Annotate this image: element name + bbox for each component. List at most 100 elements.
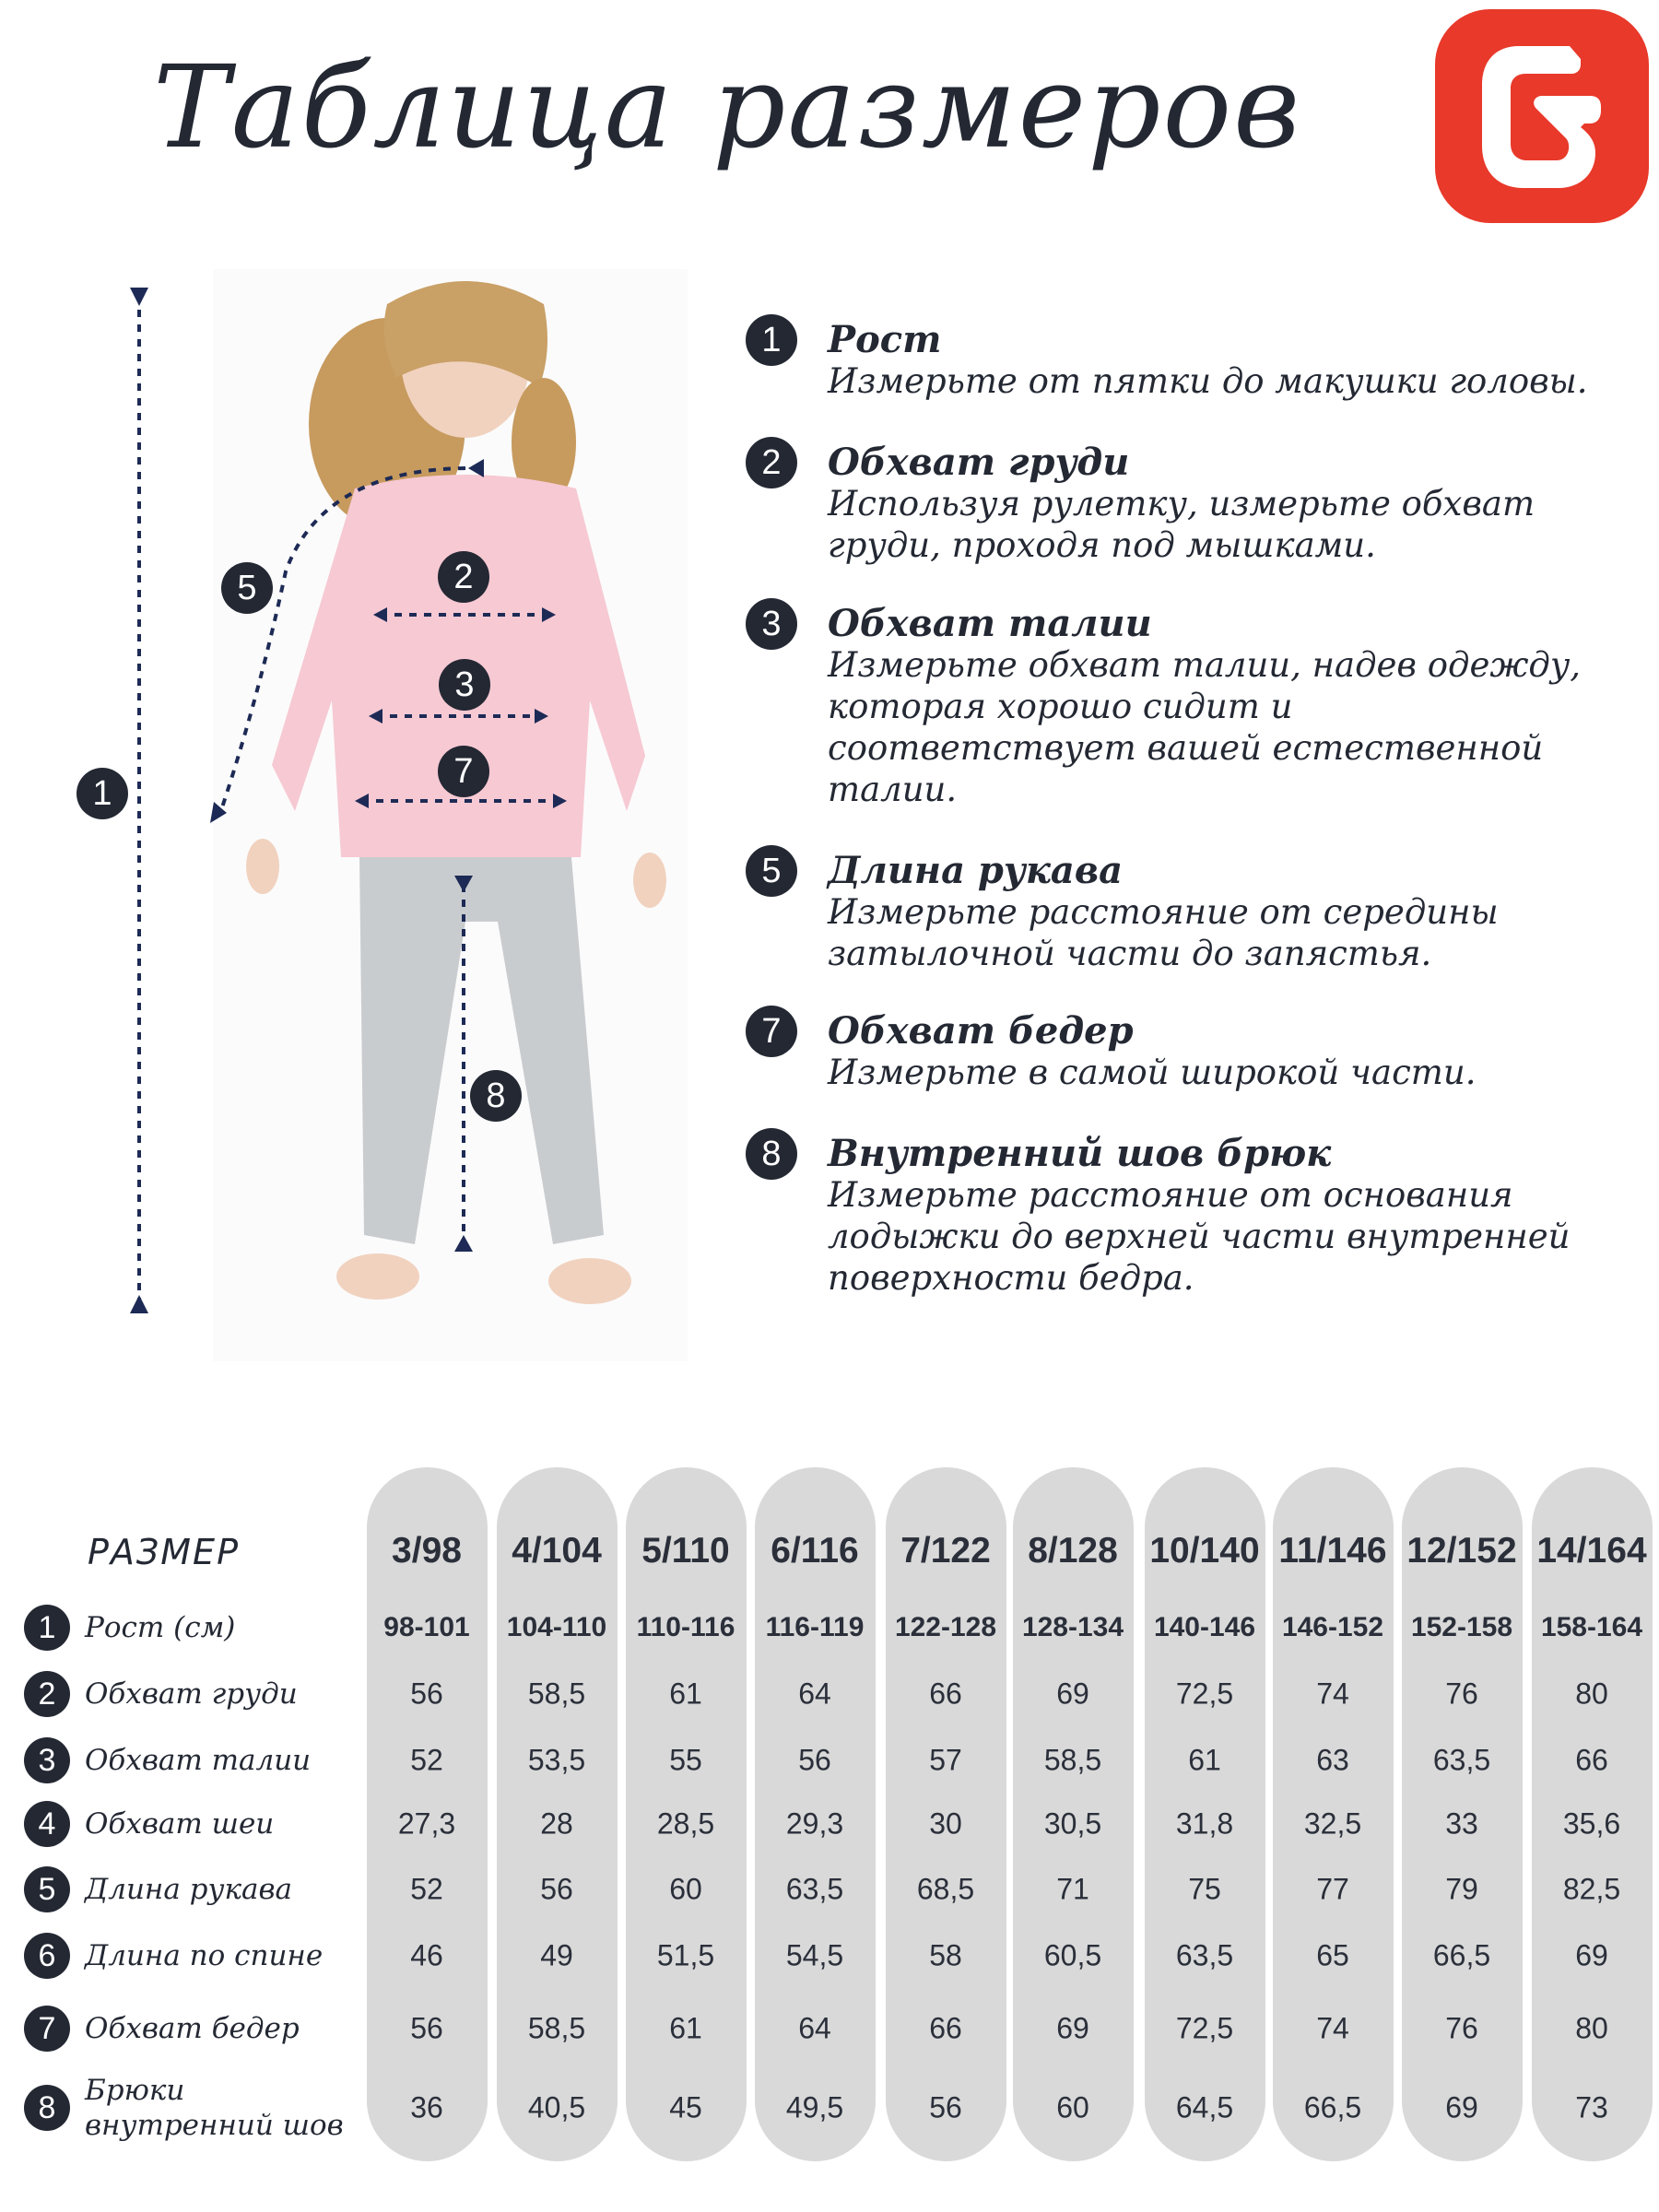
- table-cell: 66: [929, 2011, 962, 2045]
- size-header: 10/140: [1149, 1531, 1260, 1571]
- table-cell: 40,5: [527, 2090, 586, 2124]
- table-cell: 63,5: [1175, 1938, 1234, 1972]
- table-cell: 72,5: [1175, 1677, 1234, 1711]
- marker-1: 1: [76, 768, 128, 819]
- table-cell: 52: [410, 1872, 443, 1906]
- row-label: Обхват талии: [85, 1743, 311, 1778]
- instruction-text: которая хорошо сидит и: [828, 687, 1293, 726]
- size-header: 14/164: [1536, 1531, 1647, 1571]
- row-label: Обхват бедер: [85, 2011, 300, 2046]
- table-cell: 66: [1575, 1743, 1608, 1777]
- size-header: 8/128: [1028, 1531, 1118, 1571]
- instruction-title: Обхват груди: [828, 441, 1130, 484]
- instruction-title: Длина рукава: [828, 849, 1123, 892]
- table-cell: 98-101: [383, 1612, 470, 1642]
- instruction-text: соответствует вашей естественной: [828, 728, 1544, 768]
- table-cell: 80: [1575, 1677, 1608, 1711]
- table-cell: 33: [1445, 1806, 1478, 1841]
- row-label-line: Обхват талии: [85, 1744, 312, 1777]
- instruction-number-5: 5: [746, 845, 797, 897]
- instruction-text: лодыжки до верхней части внутренней: [828, 1217, 1571, 1256]
- table-cell: 49,5: [785, 2090, 844, 2124]
- table-cell: 56: [929, 2090, 962, 2124]
- row-number-8: 8: [24, 2085, 70, 2131]
- size-header: 4/104: [512, 1531, 602, 1571]
- row-label: Обхват груди: [85, 1677, 298, 1712]
- table-cell: 49: [540, 1938, 573, 1972]
- instruction-title: Рост: [828, 318, 942, 361]
- table-cell: 75: [1188, 1872, 1221, 1906]
- row-label: Рост (см): [85, 1610, 235, 1645]
- size-column: [1013, 1467, 1134, 2161]
- instruction-text: Измерьте расстояние от середины: [828, 892, 1499, 932]
- size-column: [1532, 1467, 1653, 2161]
- row-number-7: 7: [24, 2006, 70, 2052]
- table-cell: 122-128: [894, 1612, 997, 1642]
- table-cell: 60: [1056, 2090, 1089, 2124]
- size-header: 12/152: [1406, 1531, 1517, 1571]
- table-cell: 51,5: [656, 1938, 715, 1972]
- instruction-item: Обхват бедер Измерьте в самой широкой час…: [828, 1011, 1639, 1093]
- table-cell: 64,5: [1175, 2090, 1234, 2124]
- row-label-line: Длина рукава: [85, 1873, 293, 1906]
- table-cell: 57: [929, 1743, 962, 1777]
- size-row-label: РАЗМЕР: [88, 1532, 240, 1572]
- table-cell: 69: [1056, 1677, 1089, 1711]
- size-header: 11/146: [1278, 1531, 1387, 1571]
- table-cell: 28,5: [656, 1806, 715, 1841]
- instruction-title: Обхват бедер: [828, 1009, 1134, 1053]
- table-cell: 60: [669, 1872, 702, 1906]
- row-label-line: Рост (см): [85, 1611, 236, 1644]
- size-header: 6/116: [771, 1531, 859, 1571]
- instruction-text: Измерьте расстояние от основания: [828, 1175, 1513, 1215]
- table-cell: 68,5: [916, 1872, 975, 1906]
- table-cell: 56: [410, 1677, 443, 1711]
- table-cell: 79: [1445, 1872, 1478, 1906]
- page-title: Таблица размеров: [153, 41, 1302, 174]
- table-cell: 36: [410, 2090, 443, 2124]
- table-cell: 69: [1575, 1938, 1608, 1972]
- table-cell: 66,5: [1432, 1938, 1491, 1972]
- table-cell: 66,5: [1303, 2090, 1362, 2124]
- table-cell: 76: [1445, 2011, 1478, 2045]
- row-label-line: внутренний шов: [85, 2109, 344, 2142]
- table-cell: 60,5: [1043, 1938, 1102, 1972]
- table-cell: 54,5: [785, 1938, 844, 1972]
- table-cell: 30,5: [1043, 1806, 1102, 1841]
- table-cell: 110-116: [636, 1612, 735, 1642]
- table-cell: 58,5: [1043, 1743, 1102, 1777]
- table-cell: 64: [798, 1677, 831, 1711]
- table-cell: 32,5: [1303, 1806, 1362, 1841]
- instruction-text: поверхности бедра.: [828, 1258, 1194, 1298]
- table-cell: 29,3: [785, 1806, 844, 1841]
- instruction-number-8: 8: [746, 1128, 797, 1180]
- instruction-item: Рост Измерьте от пятки до макушки головы.: [828, 320, 1639, 402]
- size-column: [497, 1467, 618, 2161]
- table-cell: 152-158: [1410, 1612, 1513, 1642]
- table-cell: 35,6: [1562, 1806, 1621, 1841]
- instruction-item: Обхват талии Измерьте обхват талии, надев…: [828, 604, 1639, 810]
- table-cell: 56: [540, 1872, 573, 1906]
- marker-8: 8: [470, 1070, 522, 1122]
- table-cell: 64: [798, 2011, 831, 2045]
- instruction-text: затылочной части до запястья.: [828, 934, 1432, 973]
- row-label-line: Длина по спине: [85, 1939, 324, 1972]
- table-cell: 58: [929, 1938, 962, 1972]
- row-number-5: 5: [24, 1866, 70, 1912]
- table-cell: 45: [669, 2090, 702, 2124]
- table-cell: 146-152: [1281, 1612, 1384, 1642]
- row-number-6: 6: [24, 1933, 70, 1979]
- row-number-1: 1: [24, 1605, 70, 1651]
- row-label: Брюки внутренний шов: [85, 2073, 344, 2143]
- instruction-item: Внутренний шов брюк Измерьте расстояние о…: [828, 1134, 1639, 1299]
- child-measurement-illustration: [130, 269, 688, 1361]
- table-cell: 65: [1316, 1938, 1349, 1972]
- row-label-line: Брюки: [85, 2074, 185, 2107]
- row-number-4: 4: [24, 1801, 70, 1847]
- table-cell: 72,5: [1175, 2011, 1234, 2045]
- sleeve-measure-line: [218, 466, 466, 817]
- table-cell: 74: [1316, 2011, 1349, 2045]
- table-cell: 28: [540, 1806, 573, 1841]
- table-cell: 31,8: [1175, 1806, 1234, 1841]
- table-cell: 104-110: [506, 1612, 607, 1642]
